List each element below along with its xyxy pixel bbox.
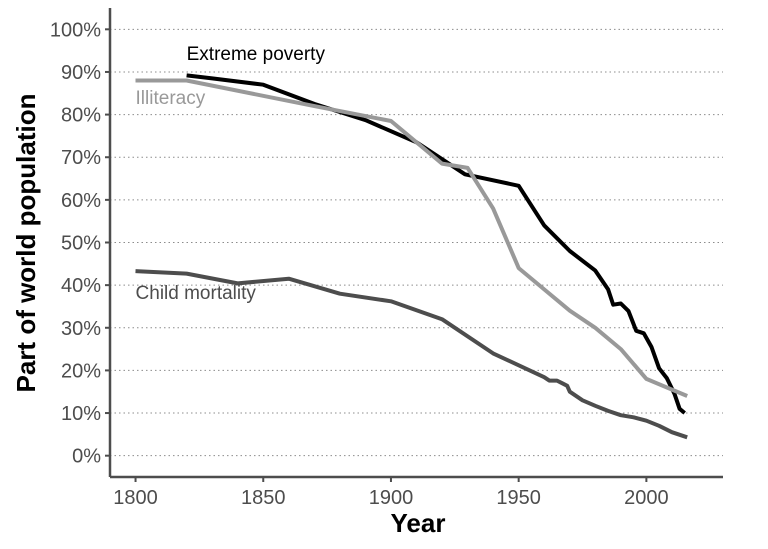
child-mortality-label: Child mortality (136, 283, 257, 304)
illiteracy-label: Illiteracy (136, 88, 206, 109)
y-tick-label: 70% (61, 147, 101, 169)
y-tick-label: 10% (61, 403, 101, 425)
y-tick-label: 40% (61, 275, 101, 297)
y-tick-label: 50% (61, 233, 101, 255)
x-tick-label: 1850 (241, 487, 286, 509)
x-tick-label: 1800 (113, 487, 158, 509)
x-tick-label: 1950 (496, 487, 541, 509)
grid-lines (110, 28, 723, 457)
y-tick-label: 100% (50, 19, 101, 41)
series-labels: Extreme poverty Illiteracy Child mortality (136, 44, 326, 304)
tick-labels: 0% 10% 20% 30% 40% 50% 60% 70% 80% 90% 100% 1800 185… (50, 19, 669, 509)
series-lines (135, 73, 688, 440)
y-tick-label: 0% (72, 446, 101, 468)
x-axis-title: Year (391, 508, 446, 538)
x-tick-label: 2000 (624, 487, 669, 509)
child-mortality-line (135, 269, 688, 440)
y-tick-label: 80% (61, 105, 101, 127)
y-tick-label: 60% (61, 190, 101, 212)
extreme-poverty-label: Extreme poverty (187, 44, 326, 65)
y-axis-title: Part of world population (11, 94, 41, 393)
extreme-poverty-line (186, 73, 686, 415)
y-tick-label: 20% (61, 360, 101, 382)
x-tick-label: 1900 (369, 487, 414, 509)
y-tick-label: 90% (61, 62, 101, 84)
y-tick-label: 30% (61, 318, 101, 340)
illiteracy-line (135, 78, 688, 398)
